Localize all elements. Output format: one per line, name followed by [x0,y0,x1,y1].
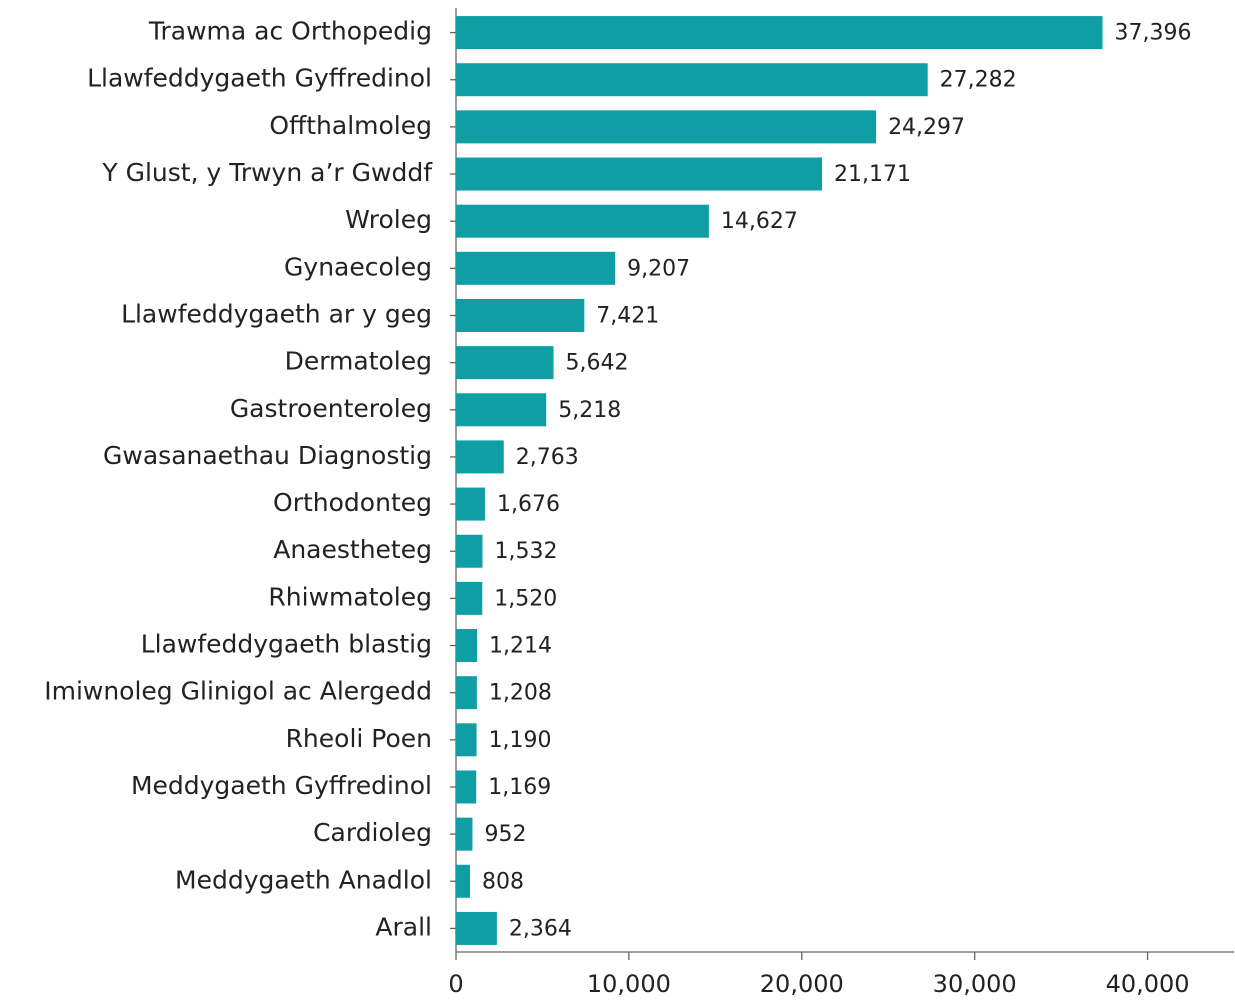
bar [456,581,483,615]
bar [456,63,928,97]
value-label: 7,421 [596,303,659,328]
y-tick-label: Llawfeddygaeth Gyffredinol [87,64,432,93]
y-tick-label: Offthalmoleg [269,111,432,140]
bar [456,204,709,238]
bar [456,817,473,851]
value-label: 1,532 [494,539,557,564]
value-label: 5,218 [558,398,621,423]
y-tick-label: Cardioleg [313,818,432,847]
x-tick-label: 30,000 [933,970,1017,998]
value-label: 2,364 [509,916,572,941]
bar [456,110,877,144]
x-tick-label: 20,000 [760,970,844,998]
value-label: 21,171 [834,162,911,187]
bar [456,629,477,663]
value-label: 27,282 [940,68,1017,93]
y-tick-label: Gastroenteroleg [230,394,432,423]
y-tick-label: Llawfeddygaeth ar y geg [121,299,432,328]
x-tick-label: 0 [448,970,463,998]
y-tick-label: Meddygaeth Gyffredinol [131,771,432,800]
value-label: 14,627 [721,209,798,234]
y-tick-label: Arall [375,912,432,941]
y-tick-label: Wroleg [345,205,432,234]
y-tick-label: Rhiwmatoleg [268,582,432,611]
value-label: 1,208 [489,681,552,706]
value-label: 5,642 [566,351,629,376]
y-tick-label: Llawfeddygaeth blastig [141,630,432,659]
y-tick-label: Gwasanaethau Diagnostig [103,441,432,470]
y-tick-label: Imiwnoleg Glinigol ac Alergedd [44,677,432,706]
value-label: 37,396 [1115,21,1192,46]
y-tick-label: Gynaecoleg [284,252,432,281]
bar [456,16,1103,50]
bar [456,393,547,427]
bar [456,676,477,710]
bar [456,487,485,521]
y-tick-label: Trawma ac Orthopedig [148,17,432,46]
bar [456,770,477,804]
y-tick-label: Orthodonteg [273,488,432,517]
value-label: 9,207 [627,256,690,281]
y-tick-label: Anaestheteg [273,535,432,564]
bar [456,534,483,568]
bar [456,911,497,945]
value-label: 2,763 [516,445,579,470]
value-label: 952 [484,822,526,847]
value-label: 1,520 [494,586,557,611]
bar [456,298,585,332]
bar [456,346,554,380]
bar [456,723,477,757]
x-tick-label: 10,000 [587,970,671,998]
bar [456,251,616,285]
x-tick-label: 40,000 [1106,970,1190,998]
bar [456,440,504,474]
value-label: 24,297 [888,115,965,140]
value-label: 808 [482,869,524,894]
value-label: 1,214 [489,634,552,659]
y-tick-label: Dermatoleg [285,347,432,376]
y-tick-label: Meddygaeth Anadlol [175,865,432,894]
y-tick-label: Rheoli Poen [286,724,432,753]
bar [456,157,823,191]
y-tick-label: Y Glust, y Trwyn a’r Gwddf [101,158,433,187]
value-label: 1,169 [488,775,551,800]
value-label: 1,676 [497,492,560,517]
bar [456,864,470,898]
value-label: 1,190 [489,728,552,753]
